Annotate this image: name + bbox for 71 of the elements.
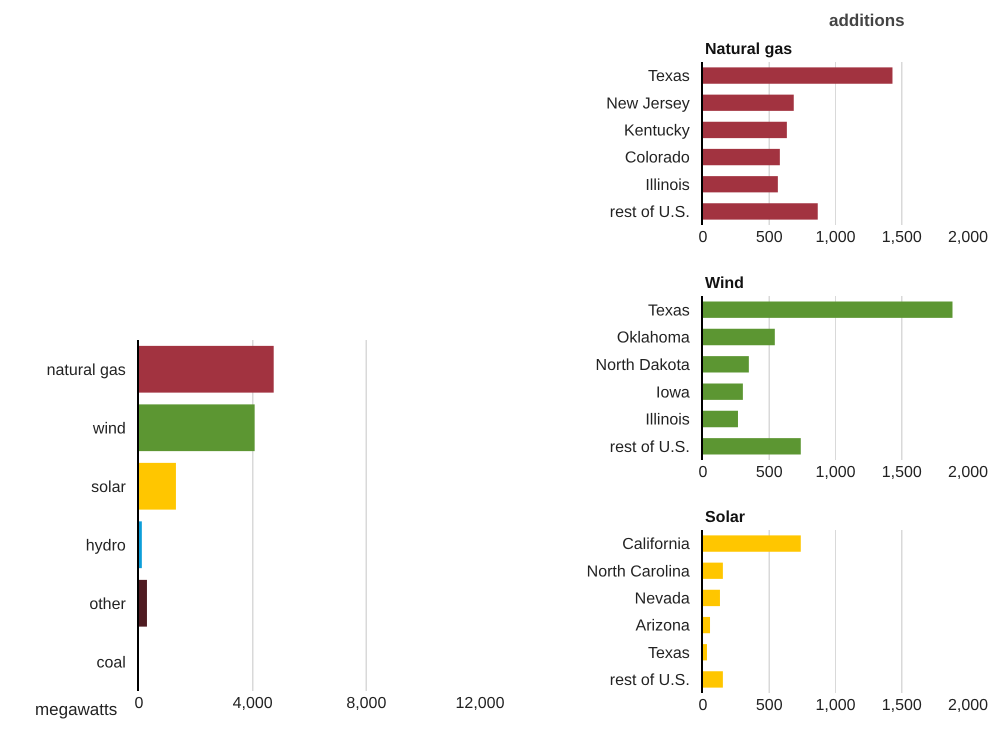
bar (139, 404, 255, 452)
y-tick-label: New Jersey (606, 95, 690, 112)
y-tick-label: California (622, 536, 690, 554)
text: additions (829, 11, 905, 30)
y-tick-label: natural gas (46, 362, 126, 379)
bar (703, 438, 801, 455)
x-tick-label: 1,000 (815, 229, 856, 246)
x-tick-label: 500 (756, 697, 783, 714)
x-tick-label: 2,000 (948, 464, 988, 481)
x-tick-label: 1,500 (882, 697, 922, 714)
y-tick-label: Texas (648, 302, 690, 320)
bar (703, 535, 801, 552)
y-tick-label: Texas (648, 644, 690, 662)
y-tick-label: Kentucky (624, 122, 690, 140)
y-tick-label: rest of U.S. (610, 672, 690, 690)
y-tick-label: Arizona (636, 618, 690, 635)
bar (703, 410, 738, 428)
chart-title: Natural gas (705, 41, 792, 58)
y-tick-label: wind (92, 420, 126, 438)
y-tick-label: Texas (648, 68, 690, 86)
y-tick-label: Illinois (645, 176, 690, 194)
y-tick-label: coal (96, 654, 126, 672)
x-tick-label: 2,000 (948, 229, 988, 246)
bar (703, 562, 723, 579)
x-tick-label: 1,500 (882, 229, 922, 246)
y-tick-label: hydro (86, 537, 126, 554)
y-tick-label: solar (91, 478, 126, 496)
x-tick-label: 500 (756, 229, 783, 246)
x-tick-label: 0 (698, 464, 708, 481)
chart-title: Solar (705, 509, 746, 526)
x-tick-label: 2,000 (948, 697, 988, 714)
bar (703, 94, 794, 111)
y-tick-label: North Dakota (596, 356, 690, 374)
x-tick-label: 1,000 (815, 464, 856, 481)
bar (703, 67, 892, 84)
bar (703, 301, 952, 318)
bar (703, 328, 775, 346)
bar (139, 346, 274, 393)
x-tick-label: 1,500 (882, 464, 922, 481)
x-tick-label: 12,000 (456, 695, 505, 712)
bar (139, 521, 142, 568)
y-tick-label: rest of U.S. (610, 204, 690, 222)
bar (703, 671, 723, 688)
y-tick-label: rest of U.S. (610, 438, 690, 456)
bar (139, 462, 176, 510)
y-tick-label: Nevada (634, 590, 690, 608)
x-tick-label: 8,000 (346, 695, 386, 712)
y-tick-label: North Carolina (586, 563, 690, 580)
y-tick-label: Illinois (645, 412, 690, 429)
bar (703, 122, 787, 138)
y-tick-label: Oklahoma (616, 330, 690, 347)
y-tick-label: Iowa (656, 384, 690, 402)
bar (703, 148, 780, 166)
x-axis-title: megawatts (35, 700, 118, 719)
bar (703, 176, 778, 192)
x-tick-label: 500 (756, 464, 783, 481)
bar (703, 383, 743, 400)
bar (703, 203, 818, 220)
x-tick-label: 4,000 (232, 695, 273, 712)
x-tick-label: 0 (698, 229, 708, 246)
bar (139, 580, 147, 627)
bar (703, 590, 720, 606)
chart-title: Wind (705, 275, 744, 292)
bar (703, 644, 707, 660)
x-tick-label: 0 (698, 697, 708, 714)
y-tick-label: Colorado (624, 150, 690, 167)
bar (703, 356, 749, 373)
bar (703, 616, 710, 634)
x-tick-label: 1,000 (815, 697, 856, 714)
y-tick-label: other (89, 596, 126, 613)
x-tick-label: 0 (134, 695, 144, 712)
